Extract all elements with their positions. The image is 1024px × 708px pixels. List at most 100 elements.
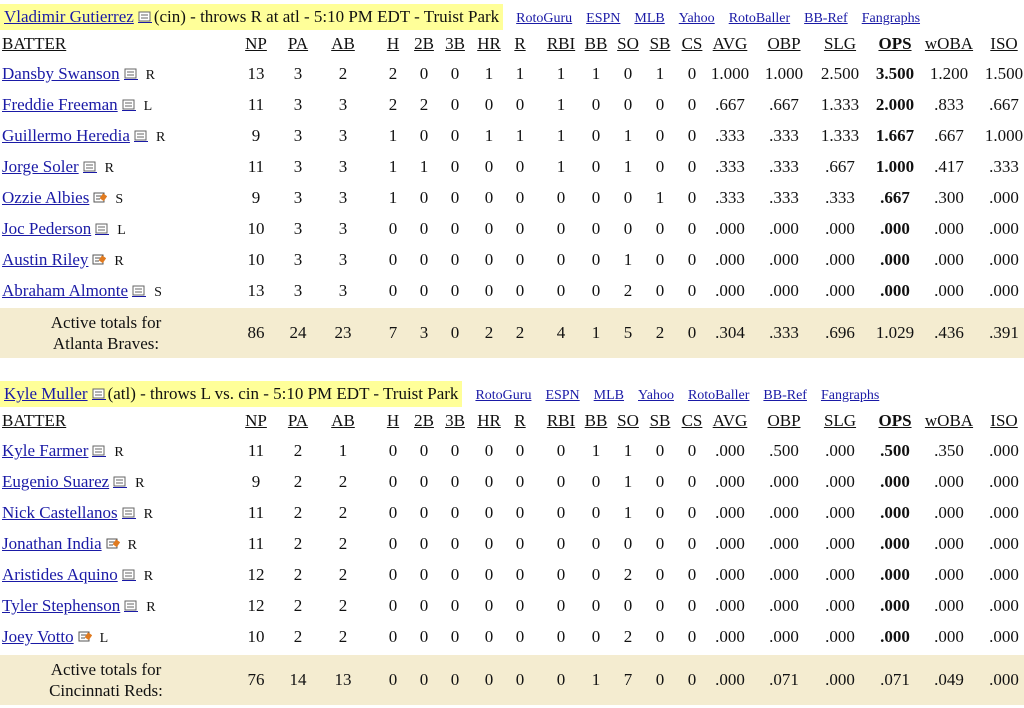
note-icon[interactable] (118, 503, 138, 522)
note-edit-icon[interactable] (74, 627, 94, 646)
column-header-np[interactable]: NP (245, 411, 267, 430)
note-icon[interactable] (120, 64, 140, 83)
batter-name-link[interactable]: Joey Votto (2, 627, 74, 646)
column-header-rbi[interactable]: RBI (546, 411, 576, 430)
column-header-ops[interactable]: OPS (878, 411, 912, 430)
note-icon[interactable] (88, 384, 108, 403)
link-rotoballer[interactable]: RotoBaller (687, 388, 750, 403)
column-header-pa[interactable]: PA (287, 34, 309, 53)
pitcher-link[interactable]: Kyle Muller (4, 384, 88, 403)
stat-woba: .417 (934, 157, 964, 176)
column-header-sb[interactable]: SB (649, 411, 671, 430)
column-header-2b[interactable]: 2B (414, 34, 434, 53)
batter-name-link[interactable]: Freddie Freeman (2, 95, 118, 114)
link-mlb[interactable]: MLB (593, 388, 625, 403)
batter-name-link[interactable]: Aristides Aquino (2, 565, 118, 584)
column-header-rbi[interactable]: RBI (546, 34, 576, 53)
link-mlb[interactable]: MLB (634, 11, 665, 26)
column-header-so[interactable]: SO (617, 411, 639, 430)
column-header-ops[interactable]: OPS (878, 34, 912, 53)
link-espn[interactable]: ESPN (545, 388, 580, 403)
column-header-bb[interactable]: BB (584, 34, 608, 53)
batter-name-link[interactable]: Abraham Almonte (2, 281, 129, 300)
batter-name-link[interactable]: Dansby Swanson (2, 64, 120, 83)
stat-avg: .000 (715, 441, 745, 460)
batter-name-link[interactable]: Jorge Soler (2, 157, 79, 176)
batter-name-link[interactable]: Jonathan India (2, 534, 102, 553)
column-header-row: BATTER NP PA AB H 2B 3B HR R RBI BB SO SB CS AVG OBP SLG… (0, 408, 1024, 434)
stat-np: 12 (247, 565, 265, 584)
link-rotoguru[interactable]: RotoGuru (516, 11, 573, 26)
stat-ops: .000 (880, 503, 910, 522)
stat-ab: 2 (338, 565, 348, 584)
batter-name-link[interactable]: Austin Riley (2, 250, 89, 269)
link-yahoo[interactable]: Yahoo (638, 388, 674, 403)
note-icon[interactable] (88, 441, 108, 460)
stat-3b: 0 (450, 281, 460, 300)
note-icon[interactable] (120, 596, 140, 615)
stat-hr: 0 (484, 188, 494, 207)
column-header-h[interactable]: H (386, 411, 400, 430)
note-icon[interactable] (130, 126, 150, 145)
link-rotoguru[interactable]: RotoGuru (475, 388, 532, 403)
column-header-obp[interactable]: OBP (767, 34, 801, 53)
stat-obp: .000 (769, 472, 799, 491)
column-header-h[interactable]: H (386, 34, 400, 53)
stat-h: 0 (388, 441, 398, 460)
stat-ops: 1.667 (875, 126, 915, 145)
note-icon[interactable] (91, 219, 111, 238)
column-header-np[interactable]: NP (245, 34, 267, 53)
column-header-hr[interactable]: HR (477, 34, 501, 53)
column-header-woba[interactable]: wOBA (924, 411, 974, 430)
column-header-cs[interactable]: CS (681, 34, 703, 53)
batter-name-link[interactable]: Kyle Farmer (2, 441, 89, 460)
column-header-cs[interactable]: CS (681, 411, 703, 430)
column-header-2b[interactable]: 2B (414, 411, 434, 430)
link-bbref[interactable]: BB-Ref (804, 11, 848, 26)
column-header-pa[interactable]: PA (287, 411, 309, 430)
column-header-slg[interactable]: SLG (823, 34, 857, 53)
note-icon[interactable] (109, 472, 129, 491)
column-header-batter[interactable]: BATTER (2, 411, 67, 430)
column-header-bb[interactable]: BB (584, 411, 608, 430)
note-icon[interactable] (118, 95, 138, 114)
pitcher-link[interactable]: Vladimir Gutierrez (4, 7, 134, 26)
batter-name-link[interactable]: Ozzie Albies (2, 188, 90, 207)
batter-name-link[interactable]: Nick Castellanos (2, 503, 118, 522)
column-header-avg[interactable]: AVG (712, 411, 748, 430)
stat-avg: .000 (715, 503, 745, 522)
column-header-avg[interactable]: AVG (712, 34, 748, 53)
column-header-iso[interactable]: ISO (990, 34, 1018, 53)
column-header-so[interactable]: SO (617, 34, 639, 53)
column-header-r[interactable]: R (514, 34, 526, 53)
note-icon[interactable] (128, 281, 148, 300)
batter-name-link[interactable]: Tyler Stephenson (2, 596, 121, 615)
column-header-hr[interactable]: HR (477, 411, 501, 430)
note-icon[interactable] (118, 565, 138, 584)
column-header-sb[interactable]: SB (649, 34, 671, 53)
column-header-ab[interactable]: AB (331, 34, 355, 53)
link-rotoballer[interactable]: RotoBaller (728, 11, 791, 26)
note-edit-icon[interactable] (89, 188, 109, 207)
note-icon[interactable] (79, 157, 99, 176)
column-header-obp[interactable]: OBP (767, 411, 801, 430)
column-header-batter[interactable]: BATTER (2, 34, 67, 53)
column-header-woba[interactable]: wOBA (924, 34, 974, 53)
link-fangraphs[interactable]: Fangraphs (861, 11, 921, 26)
column-header-r[interactable]: R (514, 411, 526, 430)
column-header-iso[interactable]: ISO (990, 411, 1018, 430)
batter-name-link[interactable]: Eugenio Suarez (2, 472, 110, 491)
link-espn[interactable]: ESPN (586, 11, 621, 26)
note-edit-icon[interactable] (102, 534, 122, 553)
link-fangraphs[interactable]: Fangraphs (820, 388, 880, 403)
batter-name-link[interactable]: Joc Pederson (2, 219, 92, 238)
column-header-ab[interactable]: AB (331, 411, 355, 430)
link-yahoo[interactable]: Yahoo (678, 11, 715, 26)
column-header-slg[interactable]: SLG (823, 411, 857, 430)
note-icon[interactable] (134, 7, 154, 26)
batter-name-link[interactable]: Guillermo Heredia (2, 126, 130, 145)
link-bbref[interactable]: BB-Ref (763, 388, 807, 403)
note-edit-icon[interactable] (88, 250, 108, 269)
column-header-3b[interactable]: 3B (445, 34, 465, 53)
column-header-3b[interactable]: 3B (445, 411, 465, 430)
